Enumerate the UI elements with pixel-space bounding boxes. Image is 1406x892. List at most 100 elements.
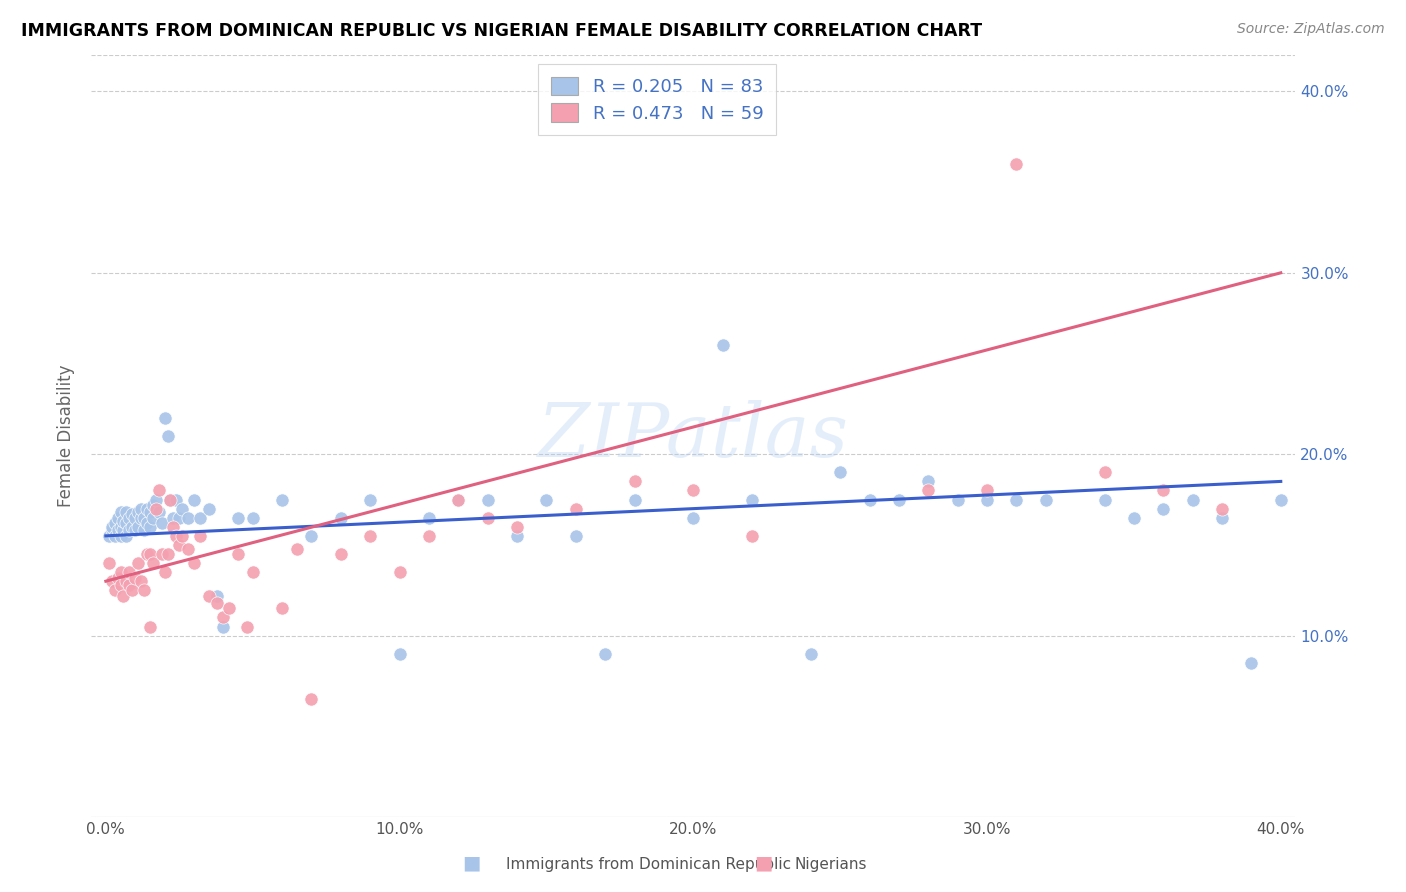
Point [127,556,149,570]
Point [329,547,352,561]
Point [104,516,127,530]
Point [115,529,138,543]
Point [139,547,162,561]
Point [172,501,194,516]
Point [118,578,141,592]
Point [110,520,132,534]
Point [741,492,763,507]
Point [623,492,645,507]
Point [148,505,170,519]
Point [418,510,440,524]
Point [1211,510,1233,524]
Point [121,583,143,598]
Point [104,529,127,543]
Point [917,475,939,489]
Point [159,492,181,507]
Point [188,529,211,543]
Point [110,529,132,543]
Point [226,510,249,524]
Point [107,570,129,584]
Point [115,574,138,589]
Point [165,529,187,543]
Point [285,541,308,556]
Point [100,574,122,589]
Point [112,514,135,528]
Point [136,547,159,561]
Point [132,510,155,524]
Point [153,565,176,579]
Legend: R = 0.205   N = 83, R = 0.473   N = 59: R = 0.205 N = 83, R = 0.473 N = 59 [538,64,776,136]
Point [145,492,167,507]
Point [115,505,138,519]
Point [127,505,149,519]
Point [100,524,122,538]
Point [124,524,146,538]
Point [242,565,264,579]
Y-axis label: Female Disability: Female Disability [58,365,75,508]
Point [388,565,411,579]
Point [139,505,162,519]
Point [129,510,152,524]
Point [188,510,211,524]
Point [110,578,132,592]
Point [506,529,529,543]
Point [830,466,852,480]
Point [477,510,499,524]
Point [271,601,294,615]
Point [118,565,141,579]
Point [100,520,122,534]
Point [124,510,146,524]
Point [359,492,381,507]
Point [887,492,910,507]
Point [153,411,176,425]
Point [115,516,138,530]
Point [112,589,135,603]
Point [156,547,179,561]
Point [150,547,173,561]
Point [121,520,143,534]
Point [623,475,645,489]
Point [946,492,969,507]
Point [129,574,152,589]
Text: ZIPatlas: ZIPatlas [538,400,849,473]
Point [142,556,165,570]
Point [197,501,219,516]
Point [132,524,155,538]
Point [236,619,259,633]
Point [165,492,187,507]
Point [711,338,734,352]
Point [150,516,173,530]
Point [301,692,323,706]
Point [172,529,194,543]
Text: IMMIGRANTS FROM DOMINICAN REPUBLIC VS NIGERIAN FEMALE DISABILITY CORRELATION CHA: IMMIGRANTS FROM DOMINICAN REPUBLIC VS NI… [21,22,983,40]
Point [1005,157,1028,171]
Text: ■: ■ [754,854,773,872]
Point [207,589,229,603]
Point [858,492,880,507]
Point [271,492,294,507]
Point [183,492,205,507]
Point [447,492,470,507]
Point [917,483,939,498]
Point [124,570,146,584]
Text: Immigrants from Dominican Republic: Immigrants from Dominican Republic [506,857,792,872]
Text: Source: ZipAtlas.com: Source: ZipAtlas.com [1237,22,1385,37]
Point [682,510,704,524]
Point [169,538,191,552]
Point [1181,492,1204,507]
Point [156,429,179,443]
Point [565,529,588,543]
Point [145,501,167,516]
Point [159,492,181,507]
Point [536,492,558,507]
Point [565,501,588,516]
Point [1005,492,1028,507]
Text: Nigerians: Nigerians [794,857,868,872]
Point [976,492,998,507]
Point [110,505,132,519]
Point [177,541,200,556]
Point [741,529,763,543]
Point [110,565,132,579]
Point [97,529,120,543]
Point [682,483,704,498]
